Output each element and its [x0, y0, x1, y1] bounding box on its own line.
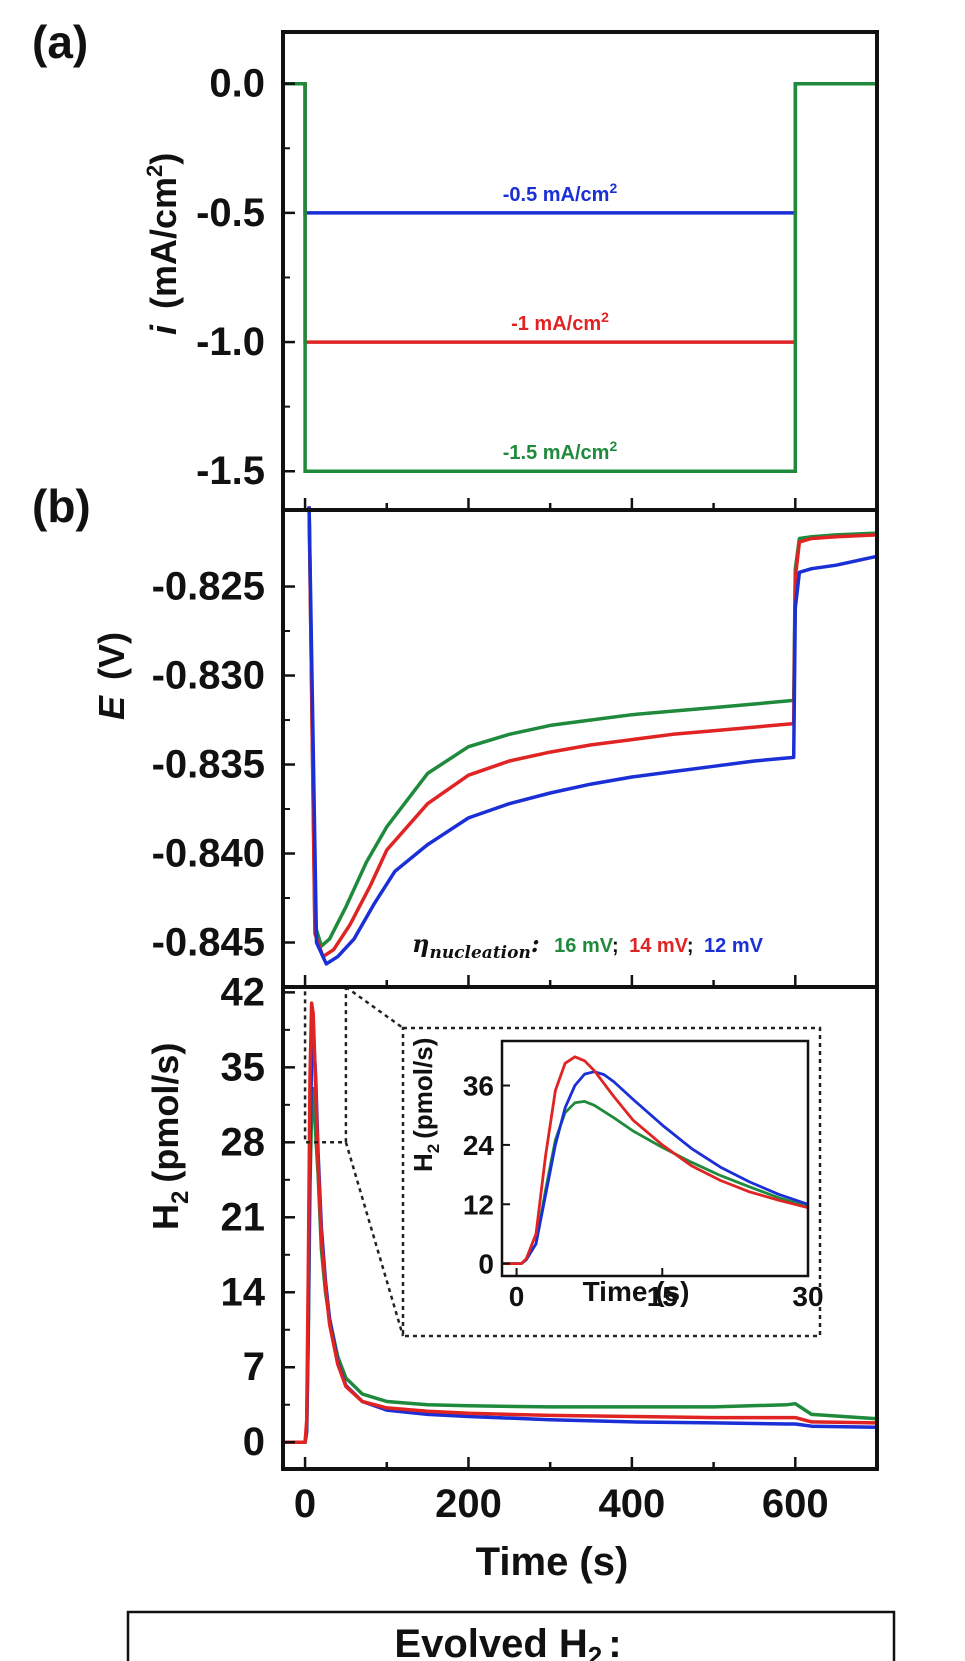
- panel-a-series: [283, 81, 877, 473]
- footer-text-sub: 2: [588, 1641, 602, 1661]
- inset-y-title-h: H: [408, 1153, 438, 1172]
- panel-c-x-tick-label: 200: [435, 1482, 502, 1526]
- zoom-connector-bottom: [344, 1141, 405, 1337]
- panel-c-x-axis-title: Time (s): [476, 1540, 629, 1584]
- inset-x-axis-title: Time (s): [583, 1276, 690, 1307]
- eta-sep-1: ;: [612, 935, 619, 957]
- panel-b-y-title-unit: (V): [91, 632, 132, 680]
- panel-b-y-tick-label: -0.840: [152, 832, 265, 876]
- panel-c-x-tick-label: 0: [294, 1482, 316, 1526]
- inset-y-tick-label: 24: [463, 1130, 495, 1161]
- panel-a-series-label-0: -0.5 mA/cm2: [503, 180, 618, 206]
- panel-b-series-blue: [307, 506, 878, 966]
- eta-value-green: 16 mV: [554, 935, 614, 957]
- panel-b-y-tick-label: -0.825: [152, 565, 265, 609]
- panel-b: (b) -0.825 -0.830 -0.835 -0.840 -0.845 E (V)…: [32, 480, 878, 987]
- panel-b-y-axis-title: E (V): [91, 632, 132, 720]
- footer-text-main: Evolved H: [394, 1622, 587, 1661]
- panel-a-y-tick-label: 0.0: [209, 62, 265, 106]
- panel-c-series-red: [283, 1001, 878, 1444]
- panel-c-frame: [281, 985, 879, 1471]
- panel-a-y-title-close: ): [143, 153, 184, 165]
- panel-b-y-tick-label: -0.835: [152, 743, 265, 787]
- footer-box: Evolved H2:: [126, 1610, 896, 1661]
- panel-a-y-axis-title: i (mA/cm2): [142, 153, 184, 335]
- eta-colon: :: [531, 929, 540, 958]
- inset-y-title-unit: (pmol/s): [408, 1038, 438, 1139]
- panel-a-series-label-2: -1.5 mA/cm2: [503, 438, 618, 464]
- panel-frames: [281, 30, 879, 1471]
- panel-a: (a) 0.0 -0.5 -1.0 -1.5 -0.5 mA/cm2 -1 mA/cm2…: [32, 16, 877, 510]
- footer-text: Evolved H2:: [394, 1622, 621, 1661]
- panel-a-frame: [281, 30, 879, 512]
- inset-series: [500, 1039, 810, 1278]
- panel-c-y-axis-title: H2 (pmol/s): [145, 1043, 194, 1230]
- panel-b-series-green: [307, 506, 878, 948]
- panel-b-label: (b): [32, 480, 91, 532]
- panel-c-y-title-unit: (pmol/s): [145, 1043, 186, 1183]
- panel-b-series-red: [307, 506, 878, 959]
- panel-a-y-tick-label: -1.0: [196, 320, 265, 364]
- inset-chart: 0 12 24 36 0 15 30 H2 (pmol/s) Time (s): [408, 1038, 824, 1312]
- inset-x-tick-label: 0: [509, 1281, 525, 1312]
- inset-frame: [500, 1039, 810, 1278]
- panel-c-series: [283, 1001, 878, 1444]
- panel-a-y-title-italic: i: [143, 324, 184, 335]
- panel-b-y-title-italic: E: [91, 695, 132, 720]
- panel-a-y-tick-label: -0.5: [196, 191, 265, 235]
- footer-text-suffix: :: [608, 1622, 621, 1661]
- panel-a-y-tick-label: -1.5: [196, 449, 265, 493]
- panel-c-y-title-sub: 2: [167, 1191, 194, 1204]
- eta-sep-2: ;: [687, 935, 694, 957]
- panel-a-y-title-sup: 2: [142, 165, 167, 177]
- inset-y-ticks: 0 12 24 36: [463, 1071, 510, 1280]
- panel-c-y-tick-label: 35: [221, 1045, 266, 1089]
- inset-y-tick-label: 0: [478, 1249, 494, 1280]
- panel-a-y-ticks: 0.0 -0.5 -1.0 -1.5: [196, 62, 295, 493]
- panel-c-y-tick-label: 21: [221, 1195, 266, 1239]
- panel-a-series-label-1: -1 mA/cm2: [511, 309, 609, 335]
- inset-x-tick-label: 15: [647, 1281, 678, 1312]
- eta-symbol: η: [412, 929, 429, 958]
- panel-c-y-tick-label: 0: [243, 1420, 265, 1464]
- eta-value-blue: 12 mV: [704, 935, 764, 957]
- panel-b-y-tick-label: -0.830: [152, 654, 265, 698]
- panel-b-series: [307, 506, 878, 966]
- panel-c-y-tick-label: 7: [243, 1345, 265, 1389]
- panel-c-y-ticks: 0 7 14 21 28 35 42: [221, 970, 295, 1464]
- eta-subscript: nucleation: [429, 943, 530, 963]
- panel-c-y-tick-label: 28: [221, 1120, 266, 1164]
- inset-y-axis-title: H2 (pmol/s): [408, 1038, 443, 1172]
- inset-y-tick-label: 12: [463, 1189, 494, 1220]
- panel-b-y-ticks: -0.825 -0.830 -0.835 -0.840 -0.845: [152, 565, 295, 965]
- inset-y-title-sub: 2: [424, 1144, 443, 1153]
- panel-c-y-tick-label: 14: [221, 1270, 266, 1314]
- panel-a-series-2: [283, 81, 877, 473]
- panel-c-x-tick-label: 400: [599, 1482, 666, 1526]
- panel-a-y-title-unit: (mA/cm: [143, 177, 184, 309]
- panel-c-x-tick-label: 600: [762, 1482, 829, 1526]
- footer-box-border: [126, 1610, 896, 1661]
- zoom-source-box: [303, 985, 348, 1144]
- eta-value-red: 14 mV: [629, 935, 689, 957]
- panel-b-y-tick-label: -0.845: [152, 921, 265, 965]
- inset-x-tick-label: 30: [792, 1281, 823, 1312]
- eta-annotation: ηnucleation: 16 mV; 14 mV; 12 mV: [412, 929, 764, 963]
- panel-c-y-title-h: H: [145, 1204, 186, 1230]
- panel-a-label: (a): [32, 16, 88, 68]
- inset-series-red: [502, 1055, 809, 1265]
- inset-x-ticks: 0 15 30: [509, 1268, 824, 1312]
- panel-c-x-ticks: 0 200 400 600: [294, 1457, 829, 1526]
- inset-y-tick-label: 36: [463, 1071, 494, 1102]
- zoom-connector-top: [345, 985, 404, 1030]
- panel-a-series-labels: -0.5 mA/cm2 -1 mA/cm2 -1.5 mA/cm2: [503, 180, 618, 464]
- inset-background: [502, 1041, 808, 1276]
- panel-c-y-tick-label: 42: [221, 970, 266, 1014]
